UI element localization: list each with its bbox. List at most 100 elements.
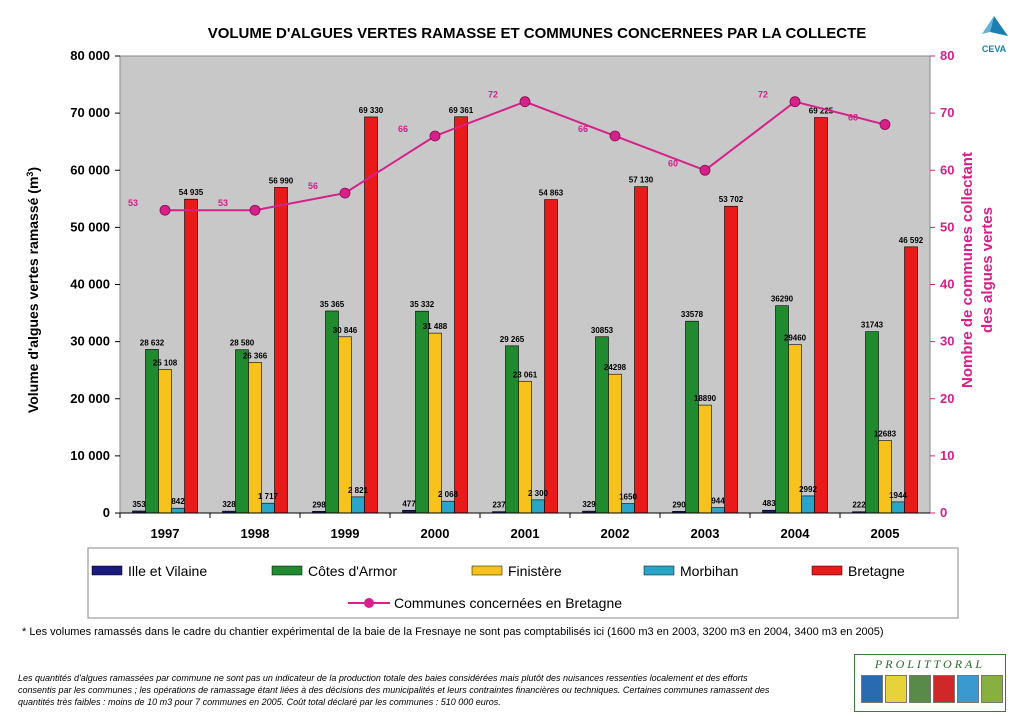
bar [865,331,879,514]
line-point [789,96,801,108]
ceva-logo [972,12,1016,62]
bar-value-label: 28 632 [140,338,165,347]
y-tick-label: 70 000 [70,105,110,120]
bar-value-label: 53 702 [719,195,744,204]
ceva-logo-icon [982,16,1008,36]
bar-value-label: 2992 [799,485,817,494]
footnote: * Les volumes ramassés dans le cadre du … [22,626,884,638]
partner-logo-1 [861,675,883,703]
y-right-tick-label: 0 [940,505,947,520]
line-point [879,119,891,130]
bar [711,507,725,514]
bar [145,349,159,514]
bar-value-label: 353 [132,500,146,509]
line-value-label: 53 [128,198,138,208]
y-tick-label: 10 000 [70,448,110,463]
bar [171,507,185,514]
line-point [429,130,441,142]
y-right-tick-label: 30 [940,334,954,349]
bar [724,205,738,514]
y-tick-label: 40 000 [70,277,110,292]
legend-label: Finistère [508,563,562,579]
line-series: 53 53 56 66 72 66 60 72 68 [128,90,891,216]
bar [544,199,558,514]
y-axis-label-sup: 3 [25,172,35,177]
bar-value-label: 36290 [771,295,794,304]
line-value-label: 60 [668,158,678,168]
prolittoral-title: PROLITTORAL [874,657,986,671]
x-tick-label: 2004 [781,526,811,541]
bar-value-label: 2 068 [438,490,459,499]
chart-title: VOLUME D'ALGUES VERTES RAMASSE ET COMMUN… [208,25,867,42]
y-right-tick-label: 10 [940,448,954,463]
bar [634,186,648,514]
bar-value-label: 2 821 [348,486,369,495]
bar [801,495,815,514]
legend-swatch [271,565,303,576]
bar-value-label: 290 [672,500,686,509]
bar-value-label: 56 990 [269,176,294,185]
bar [698,404,712,514]
bar-value-label: 69 225 [809,107,834,116]
bar [261,502,275,514]
bar [814,117,828,514]
bar-labels: 353 28 632 25 108 842 54 935 328 28 580 26 366 1… [132,106,923,510]
y-right-tick-label: 20 [940,391,954,406]
partner-logo-2 [885,675,907,703]
line-point [609,130,621,142]
bar-value-label: 57 130 [629,176,654,185]
legend-line-marker [364,598,374,608]
y-axis-label-left: Volume d'algues vertes ramassé (m3) [25,167,41,413]
line-value-label: 72 [488,90,498,100]
bar [685,320,699,514]
x-tick-label: 1999 [331,526,360,541]
partner-logo-4 [933,675,955,703]
legend: Ille et Vilaine Côtes d'Armor Finistère Mor… [87,547,959,619]
legend-label: Bretagne [848,563,905,579]
bar-value-label: 29460 [784,334,807,343]
x-tick-label: 1998 [241,526,270,541]
bar-value-label: 29 265 [500,335,525,344]
bar [441,500,455,514]
bar [891,501,905,514]
partner-logo-6 [981,675,1003,703]
y-axis-label-close: ) [25,167,41,172]
bar-value-label: 842 [171,497,185,506]
legend-swatch [91,565,123,576]
line-point [339,187,351,199]
bar [235,349,249,514]
bar-value-label: 69 361 [449,106,474,115]
y-right-tick-label: 70 [940,105,954,120]
bar [184,198,198,514]
x-tick-label: 2002 [601,526,630,541]
bar-value-label: 328 [222,500,236,509]
bar-value-label: 46 592 [899,236,924,245]
ceva-logo-text: CEVA [981,44,1007,54]
bar-value-label: 1 717 [258,492,279,501]
bar [428,332,442,514]
bar [274,187,288,514]
bar-value-label: 944 [711,497,725,506]
bar [415,310,429,514]
y-tick-label: 60 000 [70,162,110,177]
line-value-label: 53 [218,198,228,208]
bar-value-label: 18890 [694,394,717,403]
legend-swatch [643,565,675,576]
line-point [699,164,711,176]
bar-value-label: 69 330 [359,106,384,115]
partner-logo-5 [957,675,979,703]
bar-value-label: 23 061 [513,370,538,379]
x-tick-label: 2001 [511,526,540,541]
line-value-label: 56 [308,181,318,191]
bar-value-label: 1650 [619,493,637,502]
bar-value-label: 35 365 [320,300,345,309]
bar [248,362,262,514]
line-point [159,204,171,216]
bar [904,246,918,514]
bar-value-label: 222 [852,501,866,510]
bar-value-label: 31 488 [423,322,448,331]
bar-value-label: 28 580 [230,339,255,348]
bar-value-label: 298 [312,500,326,509]
bar-value-label: 54 935 [179,188,204,197]
